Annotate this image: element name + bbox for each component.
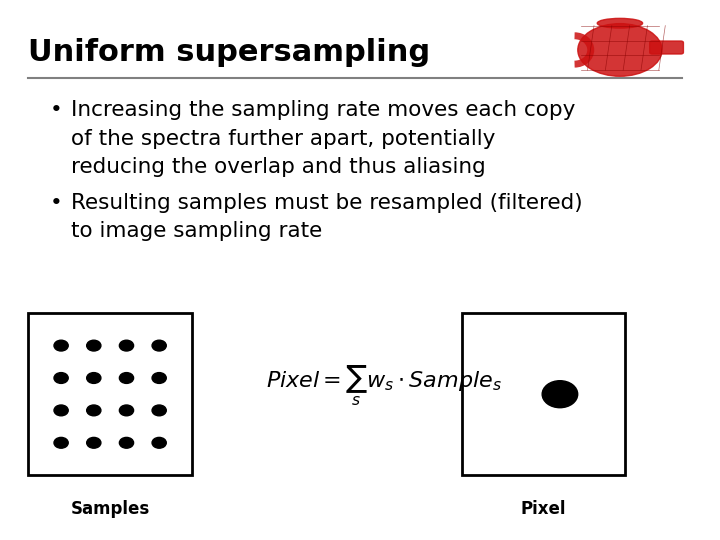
Circle shape	[86, 373, 101, 383]
Circle shape	[54, 437, 68, 448]
Circle shape	[86, 437, 101, 448]
Text: Resulting samples must be resampled (filtered): Resulting samples must be resampled (fil…	[71, 193, 582, 213]
Text: reducing the overlap and thus aliasing: reducing the overlap and thus aliasing	[71, 157, 486, 177]
Circle shape	[120, 340, 134, 351]
Ellipse shape	[577, 24, 662, 76]
Circle shape	[120, 437, 134, 448]
Bar	[28, 313, 192, 475]
Circle shape	[120, 405, 134, 416]
Circle shape	[152, 340, 166, 351]
Circle shape	[542, 381, 577, 408]
FancyBboxPatch shape	[649, 41, 683, 54]
Circle shape	[152, 437, 166, 448]
Circle shape	[54, 405, 68, 416]
Circle shape	[86, 405, 101, 416]
Circle shape	[152, 405, 166, 416]
Circle shape	[54, 373, 68, 383]
Text: Increasing the sampling rate moves each copy: Increasing the sampling rate moves each …	[71, 100, 575, 120]
Ellipse shape	[598, 18, 642, 28]
Circle shape	[54, 340, 68, 351]
Circle shape	[152, 373, 166, 383]
Text: Pixel: Pixel	[521, 500, 567, 517]
Text: Samples: Samples	[71, 500, 150, 517]
Bar	[462, 313, 625, 475]
Circle shape	[120, 373, 134, 383]
Text: to image sampling rate: to image sampling rate	[71, 221, 323, 241]
Text: •: •	[50, 193, 63, 213]
Text: Uniform supersampling: Uniform supersampling	[28, 38, 431, 67]
Circle shape	[86, 340, 101, 351]
Text: $Pixel = \sum_{s} w_s \cdot Sample_s$: $Pixel = \sum_{s} w_s \cdot Sample_s$	[266, 364, 503, 408]
Text: of the spectra further apart, potentially: of the spectra further apart, potentiall…	[71, 129, 495, 148]
Text: •: •	[50, 100, 63, 120]
